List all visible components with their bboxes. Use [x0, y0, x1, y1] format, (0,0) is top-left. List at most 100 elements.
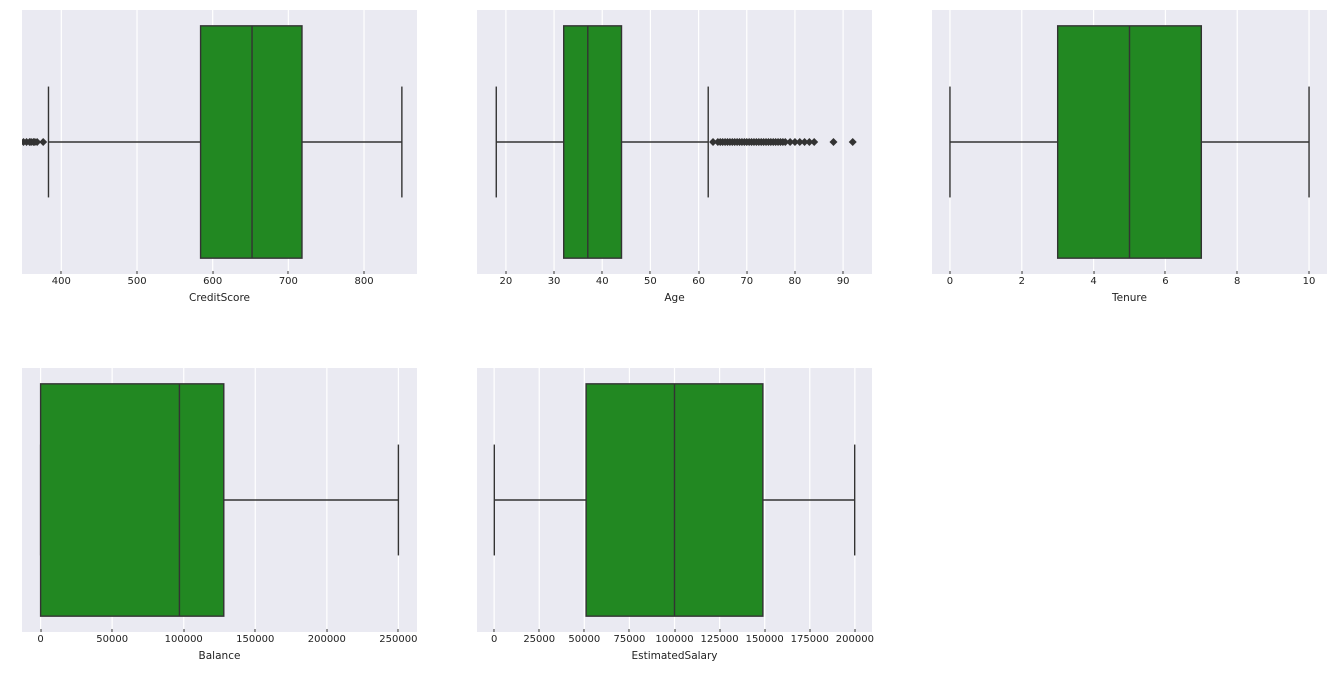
- tick-mark: [854, 629, 855, 632]
- tick-label: 25000: [523, 634, 555, 645]
- tick-label: 6: [1162, 276, 1168, 287]
- plot-area: [477, 10, 872, 274]
- x-ticks: 0 50000 100000 150000 200000 250000: [22, 632, 417, 648]
- tick-mark: [554, 271, 555, 274]
- tick-mark: [255, 629, 256, 632]
- tick-label: 400: [52, 276, 71, 287]
- x-label: Age: [477, 292, 872, 304]
- x-ticks: 400 500 600 700 800: [22, 274, 417, 290]
- x-label: Balance: [22, 650, 417, 662]
- x-ticks: 0 2 4 6 8 10: [932, 274, 1327, 290]
- tick-mark: [1309, 271, 1310, 274]
- tick-label: 70: [740, 276, 753, 287]
- tick-label: 100000: [165, 634, 203, 645]
- x-ticks: 20 30 40 50 60 70 80 90: [477, 274, 872, 290]
- tick-label: 0: [37, 634, 43, 645]
- x-label: EstimatedSalary: [477, 650, 872, 662]
- panel-0: 400 500 600 700 800 CreditScore: [22, 10, 417, 308]
- tick-label: 50: [644, 276, 657, 287]
- tick-label: 200000: [836, 634, 874, 645]
- tick-label: 0: [491, 634, 497, 645]
- tick-label: 40: [596, 276, 609, 287]
- tick-label: 600: [203, 276, 222, 287]
- panel-5: [932, 368, 1327, 666]
- tick-mark: [584, 629, 585, 632]
- tick-mark: [505, 271, 506, 274]
- plot-area: [22, 10, 417, 274]
- tick-label: 50000: [568, 634, 600, 645]
- tick-label: 800: [354, 276, 373, 287]
- tick-mark: [183, 629, 184, 632]
- x-label: CreditScore: [22, 292, 417, 304]
- x-axis: 400 500 600 700 800 CreditScore: [22, 274, 417, 308]
- tick-label: 8: [1234, 276, 1240, 287]
- tick-label: 80: [789, 276, 802, 287]
- tick-mark: [40, 629, 41, 632]
- plot-area: [477, 368, 872, 632]
- tick-label: 500: [127, 276, 146, 287]
- tick-mark: [629, 629, 630, 632]
- tick-label: 700: [279, 276, 298, 287]
- tick-mark: [212, 271, 213, 274]
- panel-3: 0 50000 100000 150000 200000 250000 Balance: [22, 368, 417, 666]
- tick-label: 90: [837, 276, 850, 287]
- tick-mark: [674, 629, 675, 632]
- panel-1: 20 30 40 50 60 70 80 90 Age: [477, 10, 872, 308]
- boxplot-svg: [22, 368, 417, 632]
- tick-mark: [364, 271, 365, 274]
- tick-label: 10: [1303, 276, 1316, 287]
- tick-mark: [719, 629, 720, 632]
- tick-label: 250000: [379, 634, 417, 645]
- tick-mark: [794, 271, 795, 274]
- x-axis: 0 2 4 6 8 10 Tenure: [932, 274, 1327, 308]
- x-axis: 0 25000 50000 75000 100000 125000 150000 175000…: [477, 632, 872, 666]
- tick-mark: [698, 271, 699, 274]
- boxplot-svg: [932, 10, 1327, 274]
- tick-mark: [61, 271, 62, 274]
- tick-mark: [843, 271, 844, 274]
- tick-label: 60: [692, 276, 705, 287]
- x-label: Tenure: [932, 292, 1327, 304]
- tick-label: 50000: [96, 634, 128, 645]
- tick-label: 75000: [614, 634, 646, 645]
- tick-mark: [494, 629, 495, 632]
- tick-mark: [1165, 271, 1166, 274]
- subplot-grid: 400500600700800CreditScore20304050607080…: [0, 0, 1337, 676]
- tick-label: 150000: [746, 634, 784, 645]
- tick-mark: [539, 629, 540, 632]
- tick-label: 20: [500, 276, 513, 287]
- tick-label: 150000: [236, 634, 274, 645]
- tick-label: 125000: [700, 634, 738, 645]
- tick-label: 100000: [655, 634, 693, 645]
- tick-mark: [112, 629, 113, 632]
- plot-area: [22, 368, 417, 632]
- tick-mark: [326, 629, 327, 632]
- tick-mark: [650, 271, 651, 274]
- tick-mark: [288, 271, 289, 274]
- panel-2: 0 2 4 6 8 10 Tenure: [932, 10, 1327, 308]
- tick-mark: [746, 271, 747, 274]
- tick-mark: [137, 271, 138, 274]
- tick-mark: [398, 629, 399, 632]
- tick-mark: [764, 629, 765, 632]
- panel-4: 0 25000 50000 75000 100000 125000 150000 175000…: [477, 368, 872, 666]
- tick-mark: [809, 629, 810, 632]
- tick-mark: [1237, 271, 1238, 274]
- x-axis: 20 30 40 50 60 70 80 90 Age: [477, 274, 872, 308]
- tick-label: 0: [947, 276, 953, 287]
- x-ticks: 0 25000 50000 75000 100000 125000 150000 175000…: [477, 632, 872, 648]
- tick-label: 30: [548, 276, 561, 287]
- tick-mark: [1021, 271, 1022, 274]
- tick-mark: [602, 271, 603, 274]
- boxplot-svg: [477, 368, 872, 632]
- tick-label: 4: [1090, 276, 1096, 287]
- x-axis: 0 50000 100000 150000 200000 250000 Balance: [22, 632, 417, 666]
- tick-mark: [949, 271, 950, 274]
- tick-label: 2: [1019, 276, 1025, 287]
- boxplot-svg: [477, 10, 872, 274]
- tick-mark: [1093, 271, 1094, 274]
- boxplot-svg: [22, 10, 417, 274]
- tick-label: 175000: [791, 634, 829, 645]
- tick-label: 200000: [308, 634, 346, 645]
- plot-area: [932, 10, 1327, 274]
